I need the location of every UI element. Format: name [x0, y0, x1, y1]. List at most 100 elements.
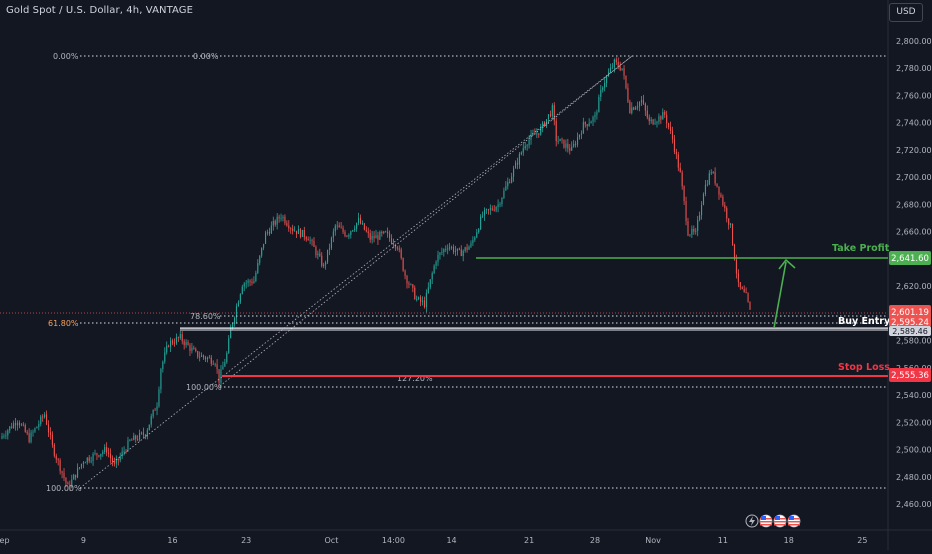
candle-body [470, 243, 472, 247]
candle-body [30, 432, 32, 443]
candle-body [323, 264, 325, 266]
price-axis[interactable]: 2,800.00 2,780.00 2,760.00 2,740.00 2,720.00… [896, 37, 932, 509]
stop-loss-label: Stop Loss [838, 362, 890, 373]
candle-body [319, 253, 321, 256]
stop-loss-price: 2,555.36 [891, 371, 929, 381]
take-profit-price-tag [889, 251, 931, 265]
candle-body [259, 255, 261, 263]
candle-body [447, 248, 449, 250]
fib-retracement-drawing[interactable]: 0.00% 0.00% 78.60% 61.80% 100.00% 100.00… [0, 52, 888, 493]
candle-body [691, 229, 693, 235]
candle-body [505, 186, 507, 191]
buy-entry-zone[interactable]: Buy Entry [180, 316, 891, 331]
candle-body [44, 414, 46, 418]
candle-body [720, 194, 722, 197]
candle-body [146, 430, 148, 437]
candle-body [747, 293, 749, 302]
candle-body [210, 357, 212, 364]
time-tick-label: 21 [524, 536, 534, 545]
candle-body [255, 272, 257, 281]
candle-body [75, 474, 77, 478]
candle-body [464, 247, 466, 251]
candle-body [621, 68, 623, 70]
candle-body [51, 434, 53, 445]
candle-body [693, 229, 695, 232]
candle-body [166, 345, 168, 353]
candle-body [416, 299, 418, 300]
candle-body [278, 216, 280, 219]
candle-body [528, 139, 530, 146]
candle-body [185, 342, 187, 346]
candle-body [228, 338, 230, 354]
candle-body [274, 221, 276, 225]
fib-label-618: 61.80% [48, 319, 79, 328]
candle-body [197, 351, 199, 357]
candle-body [247, 280, 249, 283]
candle-body [245, 282, 247, 284]
candle-body [109, 453, 112, 459]
time-tick-label: 9 [81, 536, 86, 545]
candle-body [666, 114, 668, 124]
buy-entry-price-tag [889, 316, 931, 327]
candle-body [468, 246, 470, 250]
us-flag-icon[interactable] [759, 514, 773, 528]
currency-button[interactable]: USD [889, 3, 923, 22]
candle-body [576, 137, 579, 145]
candle-body [540, 127, 542, 135]
candle-body [113, 462, 115, 464]
candle-body [321, 255, 323, 266]
candle-body [495, 206, 497, 211]
candle-body [518, 154, 520, 165]
candle-body [264, 232, 267, 244]
candle-body [243, 283, 245, 287]
candle-body [175, 337, 177, 344]
time-tick-label: Oct [325, 536, 339, 545]
candle-body [46, 414, 48, 425]
candle-body [538, 133, 540, 135]
buy-entry-zone-price: 2,589.46 [892, 327, 928, 336]
stop-loss-price-tag [889, 368, 931, 382]
candle-body [443, 249, 445, 253]
candle-body [177, 337, 179, 339]
price-tick-label: 2,500.00 [896, 446, 932, 455]
price-tick-label: 2,740.00 [896, 119, 932, 128]
candle-body [708, 173, 710, 185]
candle-body [513, 168, 515, 177]
candle-body [578, 134, 581, 138]
candle-body [420, 297, 422, 302]
us-flag-icon[interactable] [787, 514, 801, 528]
candle-body [133, 435, 135, 441]
stop-loss-drawing[interactable]: Stop Loss [222, 362, 890, 377]
take-profit-drawing[interactable]: Take Profit [476, 243, 890, 329]
candle-body [567, 143, 569, 149]
candle-body [42, 416, 44, 418]
event-icons[interactable] [745, 514, 801, 528]
candle-body [462, 250, 464, 257]
candle-body [425, 292, 427, 308]
candle-body [189, 345, 191, 352]
candle-body [522, 148, 524, 153]
candle-body [716, 183, 718, 187]
candle-body [204, 357, 207, 360]
candle-body [439, 252, 441, 255]
candle-body [154, 409, 156, 411]
candle-body [290, 228, 292, 230]
us-flag-icon[interactable] [773, 514, 787, 528]
candle-body [675, 151, 677, 155]
candle-body [251, 281, 253, 284]
candle-body [648, 117, 650, 122]
candle-body [503, 190, 505, 198]
candle-body [542, 122, 544, 128]
time-axis[interactable]: Sep 9 16 23 Oct 14:00 14 21 28 Nov 11 18 25 [0, 536, 867, 545]
candle-body [202, 355, 205, 358]
candle-body [13, 423, 15, 428]
candle-body [379, 231, 381, 240]
price-tick-label: 2,660.00 [896, 228, 932, 237]
candle-body [303, 229, 305, 238]
candle-body [181, 334, 183, 342]
candle-body [433, 265, 435, 274]
candle-body [270, 225, 272, 234]
candle-body [82, 462, 84, 464]
candle-body [359, 217, 362, 224]
